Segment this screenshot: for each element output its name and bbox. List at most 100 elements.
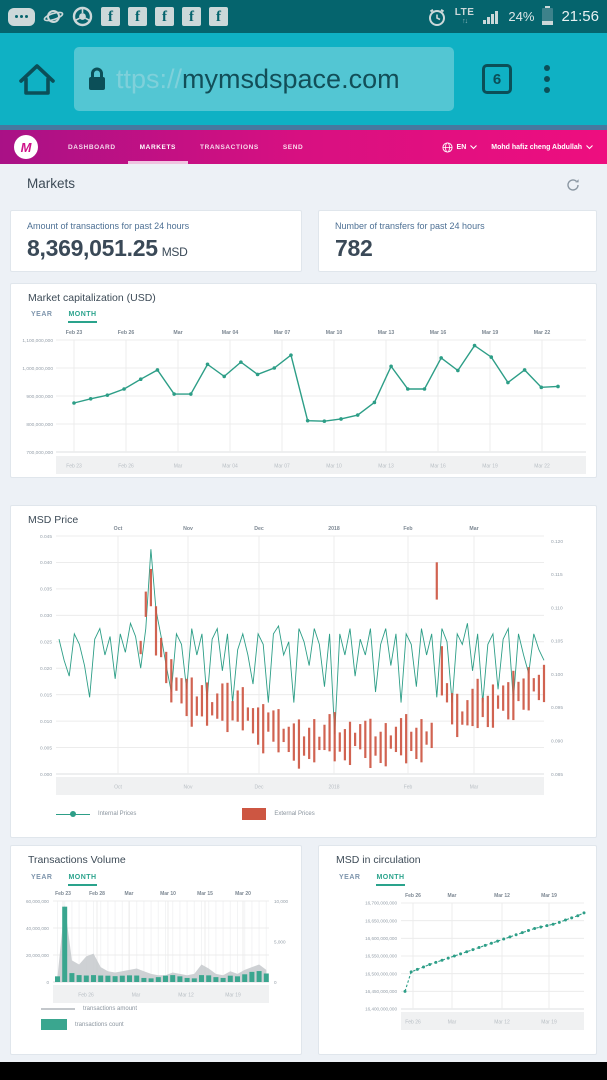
msd-circulation-panel: MSD in circulation YEAR MONTH 16,700,000… xyxy=(318,845,597,1055)
svg-text:Mar 16: Mar 16 xyxy=(430,330,447,336)
legend-item-external: External Prices xyxy=(242,808,315,820)
svg-text:16,650,000,000: 16,650,000,000 xyxy=(365,918,397,923)
svg-text:Mar 19: Mar 19 xyxy=(482,330,499,336)
svg-text:0.085: 0.085 xyxy=(551,772,563,778)
svg-text:0.095: 0.095 xyxy=(551,705,563,711)
url-scheme: ttps:// xyxy=(116,63,183,94)
legend-item-internal: Internal Prices xyxy=(56,811,136,817)
legend-item-amount: transactions amount xyxy=(41,1006,137,1012)
svg-text:Feb 23: Feb 23 xyxy=(66,330,83,336)
svg-text:Feb: Feb xyxy=(403,526,412,532)
msd-circulation-chart: 16,700,000,000 16,650,000,000 16,600,000,0… xyxy=(365,893,586,1030)
svg-text:Mar: Mar xyxy=(469,526,478,532)
svg-text:700,000,000: 700,000,000 xyxy=(26,450,53,456)
svg-text:Mar 13: Mar 13 xyxy=(378,330,395,336)
range-tabs: YEAR MONTH xyxy=(31,874,97,886)
nav-item-transactions[interactable]: TRANSACTIONS xyxy=(200,143,259,151)
svg-text:Mar 04: Mar 04 xyxy=(222,464,238,470)
svg-text:0.020: 0.020 xyxy=(40,666,52,672)
line-swatch-icon xyxy=(56,811,90,817)
svg-text:Feb 26: Feb 26 xyxy=(405,893,421,899)
svg-text:40,000,000: 40,000,000 xyxy=(26,926,49,931)
chrome-icon xyxy=(72,6,93,27)
svg-text:Mar: Mar xyxy=(132,993,141,999)
refresh-button[interactable] xyxy=(566,178,580,192)
svg-text:Feb 26: Feb 26 xyxy=(405,1020,421,1026)
home-button-icon[interactable] xyxy=(16,59,58,99)
stat-unit: MSD xyxy=(161,245,188,259)
tab-year[interactable]: YEAR xyxy=(339,874,361,881)
svg-text:0.100: 0.100 xyxy=(551,672,563,678)
svg-text:Dec: Dec xyxy=(254,526,264,532)
svg-text:1,000,000,000: 1,000,000,000 xyxy=(22,366,53,372)
svg-text:0.025: 0.025 xyxy=(40,640,52,646)
facebook-icon: f xyxy=(128,7,147,26)
page-title: Markets xyxy=(27,176,76,191)
svg-text:Oct: Oct xyxy=(114,785,122,791)
svg-text:Mar 12: Mar 12 xyxy=(178,993,194,999)
stat-value: 782 xyxy=(335,235,373,261)
nav-item-send[interactable]: SEND xyxy=(282,143,304,151)
globe-icon xyxy=(441,141,453,153)
svg-text:0.030: 0.030 xyxy=(40,613,52,619)
svg-text:Mar 16: Mar 16 xyxy=(430,464,446,470)
status-system-icons: LTE ↑↓ 24% 21:56 xyxy=(427,6,599,27)
line-swatch-icon xyxy=(41,1008,75,1010)
box-swatch-icon xyxy=(41,1019,67,1030)
svg-text:0.015: 0.015 xyxy=(40,692,52,698)
market-cap-panel: Market capitalization (USD) YEAR MONTH 1… xyxy=(10,283,597,478)
svg-text:Feb 23: Feb 23 xyxy=(66,464,82,470)
tab-counter-button[interactable]: 6 xyxy=(482,64,512,94)
svg-text:Mar 12: Mar 12 xyxy=(494,1020,510,1026)
notifications-overflow-icon xyxy=(8,7,35,26)
svg-text:Mar 19: Mar 19 xyxy=(541,893,557,899)
browser-menu-button[interactable] xyxy=(544,65,550,93)
tab-month[interactable]: MONTH xyxy=(376,874,405,886)
tab-month[interactable]: MONTH xyxy=(68,311,97,323)
brand-logo[interactable]: M xyxy=(14,135,38,159)
nav-item-dashboard[interactable]: DASHBOARD xyxy=(68,143,116,151)
svg-text:1,100,000,000: 1,100,000,000 xyxy=(22,338,53,344)
svg-text:Mar: Mar xyxy=(125,891,134,897)
clock-time: 21:56 xyxy=(561,8,599,25)
chevron-down-icon xyxy=(470,144,478,149)
browser-toolbar: ttps://mymsdspace.com 6 xyxy=(0,33,607,125)
svg-text:0.045: 0.045 xyxy=(40,534,52,540)
nav-item-markets[interactable]: MARKETS xyxy=(128,130,188,164)
svg-text:5,000: 5,000 xyxy=(274,939,286,944)
svg-text:0: 0 xyxy=(46,980,49,985)
svg-text:2018: 2018 xyxy=(328,526,340,532)
user-menu[interactable]: Mohd hafiz cheng Abdullah xyxy=(491,144,593,151)
svg-text:Mar 19: Mar 19 xyxy=(541,1020,557,1026)
msd-price-chart: 0.045 0.040 0.035 0.030 0.025 0.020 0.015 0.010… xyxy=(40,526,563,795)
address-bar[interactable]: ttps://mymsdspace.com xyxy=(74,47,454,111)
market-cap-chart: 1,100,000,000 1,000,000,000 900,000,000 800… xyxy=(22,330,586,474)
language-label: EN xyxy=(456,143,467,151)
svg-text:Mar 07: Mar 07 xyxy=(274,464,290,470)
tab-year[interactable]: YEAR xyxy=(31,874,53,881)
svg-text:Mar: Mar xyxy=(173,330,182,336)
lock-icon xyxy=(89,67,105,90)
svg-text:Mar: Mar xyxy=(470,785,479,791)
svg-text:Mar 19: Mar 19 xyxy=(225,993,241,999)
price-chart-legend: Internal Prices External Prices xyxy=(56,808,315,820)
transactions-volume-chart: 60,000,000 40,000,000 20,000,000 0 10,000 5,0… xyxy=(26,891,288,1003)
lte-indicator: LTE ↑↓ xyxy=(454,7,475,26)
svg-text:Mar 19: Mar 19 xyxy=(482,464,498,470)
svg-text:Mar 22: Mar 22 xyxy=(534,330,551,336)
svg-text:0.090: 0.090 xyxy=(551,739,563,745)
transactions-volume-panel: Transactions Volume YEAR MONTH 60,000,00… xyxy=(10,845,302,1055)
tab-year[interactable]: YEAR xyxy=(31,311,53,318)
svg-text:2018: 2018 xyxy=(328,785,339,791)
svg-text:10,000: 10,000 xyxy=(274,899,288,904)
svg-text:16,500,000,000: 16,500,000,000 xyxy=(365,971,397,976)
svg-text:Oct: Oct xyxy=(114,526,123,532)
svg-text:0.035: 0.035 xyxy=(40,587,52,593)
range-tabs: YEAR MONTH xyxy=(339,874,405,886)
language-selector[interactable]: EN xyxy=(441,141,478,153)
svg-text:Feb 23: Feb 23 xyxy=(55,891,71,897)
facebook-icon: f xyxy=(182,7,201,26)
svg-text:800,000,000: 800,000,000 xyxy=(26,422,53,428)
tab-month[interactable]: MONTH xyxy=(68,874,97,886)
browser-bottom-edge xyxy=(0,125,607,130)
